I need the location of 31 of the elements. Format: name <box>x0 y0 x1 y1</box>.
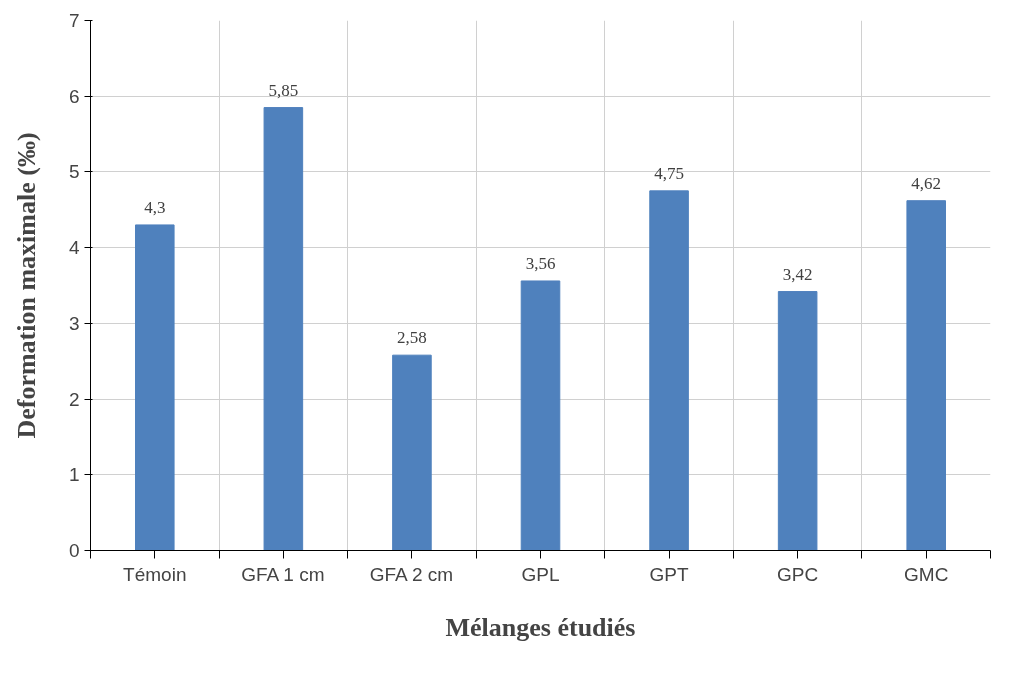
data-label: 4,3 <box>144 197 166 217</box>
bar <box>392 354 432 551</box>
x-tick-label: GPL <box>521 563 560 585</box>
data-label: 4,75 <box>654 163 684 183</box>
y-tick-label: 0 <box>68 540 80 561</box>
bar <box>777 291 818 551</box>
y-tick-label: 3 <box>68 312 80 334</box>
bar <box>520 280 561 551</box>
bar <box>263 107 304 551</box>
bar <box>649 190 689 551</box>
y-axis-title: Deformation maximale (‰) <box>11 132 41 439</box>
y-tick-label: 4 <box>68 237 80 259</box>
x-tick-label: GFA 1 cm <box>241 563 325 585</box>
y-tick-label: 1 <box>68 464 80 486</box>
data-label: 4,62 <box>911 173 942 193</box>
x-tick-label: GPT <box>649 563 689 585</box>
y-tick-label: 7 <box>68 10 80 31</box>
bar <box>906 200 946 551</box>
x-tick-label: Témoin <box>123 563 187 585</box>
data-label: 3,56 <box>525 253 556 273</box>
data-label: 3,42 <box>782 264 813 284</box>
x-tick-label: GFA 2 cm <box>369 563 454 585</box>
y-tick-label: 2 <box>68 388 80 410</box>
data-label: 2,58 <box>397 328 427 348</box>
x-tick-label: GPC <box>777 563 819 585</box>
bar <box>135 224 175 551</box>
y-tick-label: 6 <box>68 85 80 107</box>
x-tick-label: GMC <box>904 563 949 585</box>
y-tick-label: 5 <box>68 161 80 183</box>
x-axis-title: Mélanges étudiés <box>445 612 636 642</box>
data-label: 5,85 <box>268 80 299 100</box>
